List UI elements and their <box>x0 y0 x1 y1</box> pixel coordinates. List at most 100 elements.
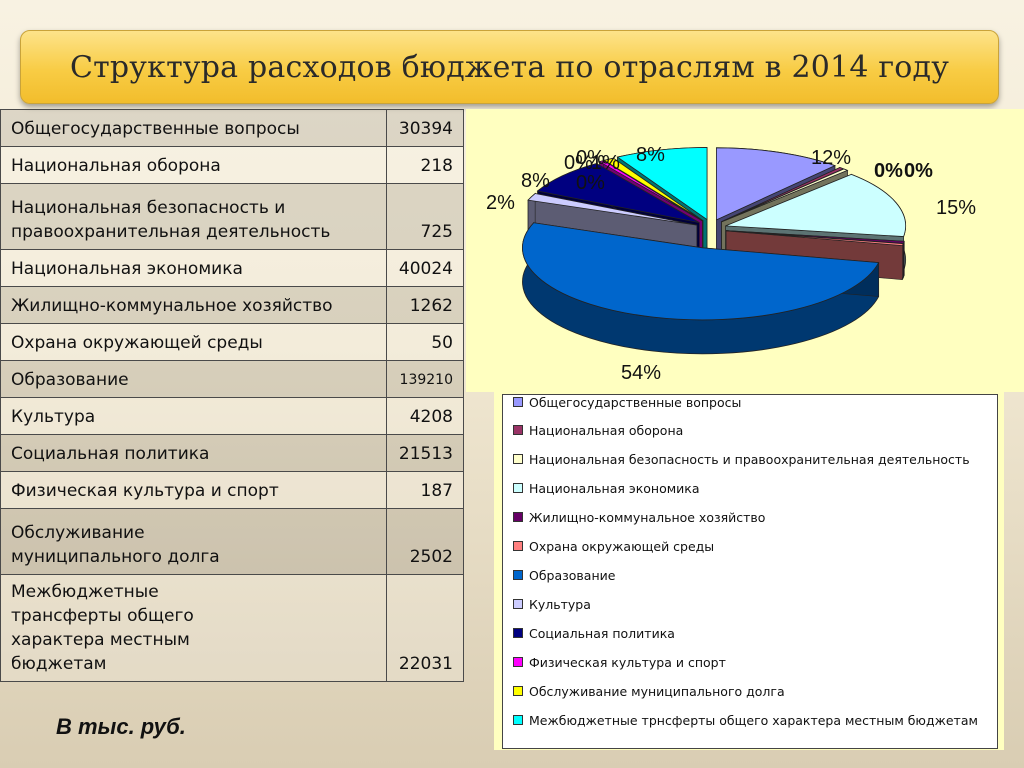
pie-slice <box>522 222 880 321</box>
table-row: Национальная экономика 40024 <box>0 249 464 287</box>
legend-swatch <box>513 425 523 435</box>
legend-item: Социальная политика <box>513 626 983 641</box>
row-label: Социальная политика <box>0 434 387 472</box>
pie-percent-label: 12% <box>811 147 851 169</box>
row-label: Обслуживание муниципального долга <box>0 508 387 575</box>
pie-percent-label: 0% <box>874 160 903 182</box>
budget-table: Общегосударственные вопросы 30394 Национ… <box>0 109 464 682</box>
pie-percent-label: 1% <box>591 152 620 174</box>
pie-slice <box>721 168 849 223</box>
legend-item: Физическая культура и спорт <box>513 655 983 670</box>
table-row: Образование 139210 <box>0 360 464 398</box>
row-value: 21513 <box>386 434 464 472</box>
legend-swatch <box>513 628 523 638</box>
table-row: Социальная политика 21513 <box>0 434 464 472</box>
table-row: Национальная оборона 218 <box>0 146 464 184</box>
pie-percent-label: 0% <box>564 152 593 174</box>
legend-item: Жилищно-коммунальное хозяйство <box>513 510 983 525</box>
pie-slice <box>725 173 906 237</box>
legend-swatch <box>513 686 523 696</box>
table-row: Охрана окружающей среды 50 <box>0 323 464 361</box>
legend-label: Национальная безопасность и правоохранит… <box>529 452 970 467</box>
row-label: Охрана окружающей среды <box>0 323 387 361</box>
legend-label: Национальная экономика <box>529 481 700 496</box>
row-label: Общегосударственные вопросы <box>0 109 387 147</box>
legend-item: Национальная безопасность и правоохранит… <box>513 452 983 467</box>
row-label: Физическая культура и спорт <box>0 471 387 509</box>
row-value: 22031 <box>386 574 464 682</box>
pie-percent-label: 0% <box>576 147 605 169</box>
pie-slice <box>527 193 697 226</box>
legend-item: Общегосударственные вопросы <box>513 395 983 410</box>
row-value: 30394 <box>386 109 464 147</box>
unit-note: В тыс. руб. <box>56 714 186 739</box>
pie-slice <box>536 163 700 224</box>
legend-item: Обслуживание муниципального долга <box>513 684 983 699</box>
row-label: Национальная оборона <box>0 146 387 184</box>
legend-swatch <box>513 541 523 551</box>
pie-percent-label: 15% <box>936 197 976 219</box>
pie-slice <box>603 157 704 221</box>
table-row: Межбюджетные трансферты общего характера… <box>0 574 464 682</box>
table-row: Обслуживание муниципального долга 2502 <box>0 508 464 575</box>
page-title: Структура расходов бюджета по отраслям в… <box>69 49 950 85</box>
legend-label: Образование <box>529 568 616 583</box>
legend-item: Охрана окружающей среды <box>513 539 983 554</box>
legend-swatch <box>513 512 523 522</box>
table-row: Жилищно-коммунальное хозяйство 1262 <box>0 286 464 324</box>
row-value: 40024 <box>386 249 464 287</box>
legend-label: Социальная политика <box>529 626 675 641</box>
chart-legend: Общегосударственные вопросы Национальная … <box>502 394 998 749</box>
legend-label: Обслуживание муниципального долга <box>529 684 785 699</box>
row-label: Жилищно-коммунальное хозяйство <box>0 286 387 324</box>
legend-label: Национальная оборона <box>529 423 684 438</box>
legend-label: Физическая культура и спорт <box>529 655 726 670</box>
pie-chart: 12%0% 0%15%0%0%54%2%8%0%1% 8% <box>486 144 976 384</box>
legend-label: Общегосударственные вопросы <box>529 395 742 410</box>
table-row: Культура 4208 <box>0 397 464 435</box>
row-label: Межбюджетные трансферты общего характера… <box>0 574 387 682</box>
legend-swatch <box>513 397 523 407</box>
legend-item: Национальная оборона <box>513 423 983 438</box>
pie-slice <box>616 147 708 221</box>
row-value: 2502 <box>386 508 464 575</box>
pie-chart-panel: 12% 0% 0% 15% 0% 0% 54% 2% 8% 0% 1% 8% <box>466 109 1024 392</box>
pie-percent-label: 54% <box>621 362 661 384</box>
row-label: Национальная безопасность и правоохранит… <box>0 183 387 250</box>
pie-percent-label: 0% <box>904 160 933 182</box>
legend-label: Охрана окружающей среды <box>529 539 715 554</box>
row-value: 1262 <box>386 286 464 324</box>
pie-slice <box>598 160 703 222</box>
legend-item: Национальная экономика <box>513 481 983 496</box>
legend-swatch <box>513 715 523 725</box>
table-row: Физическая культура и спорт 187 <box>0 471 464 509</box>
row-label: Культура <box>0 397 387 435</box>
legend-swatch <box>513 483 523 493</box>
row-value: 725 <box>386 183 464 250</box>
row-value: 139210 <box>386 360 464 398</box>
pie-percent-label: 8% <box>521 170 550 192</box>
row-label: Образование <box>0 360 387 398</box>
pie-percent-label: 0% <box>576 172 605 194</box>
legend-swatch <box>513 570 523 580</box>
legend-swatch <box>513 454 523 464</box>
legend-label: Межбюджетные трнсферты общего характера … <box>529 713 978 728</box>
table-row: Общегосударственные вопросы 30394 <box>0 109 464 147</box>
legend-swatch <box>513 599 523 609</box>
row-value: 4208 <box>386 397 464 435</box>
pie-slice <box>716 147 836 221</box>
table-row: Национальная безопасность и правоохранит… <box>0 183 464 250</box>
legend-item: Межбюджетные трнсферты общего характера … <box>513 713 983 728</box>
pie-percent-label: 2% <box>486 192 515 214</box>
legend-swatch <box>513 657 523 667</box>
legend-item: Образование <box>513 568 983 583</box>
legend-item: Культура <box>513 597 983 612</box>
legend-label: Культура <box>529 597 591 612</box>
row-label: Национальная экономика <box>0 249 387 287</box>
row-value: 50 <box>386 323 464 361</box>
title-banner: Структура расходов бюджета по отраслям в… <box>20 30 999 104</box>
row-value: 187 <box>386 471 464 509</box>
row-value: 218 <box>386 146 464 184</box>
pie-percent-label: 8% <box>636 144 665 166</box>
legend-label: Жилищно-коммунальное хозяйство <box>529 510 766 525</box>
